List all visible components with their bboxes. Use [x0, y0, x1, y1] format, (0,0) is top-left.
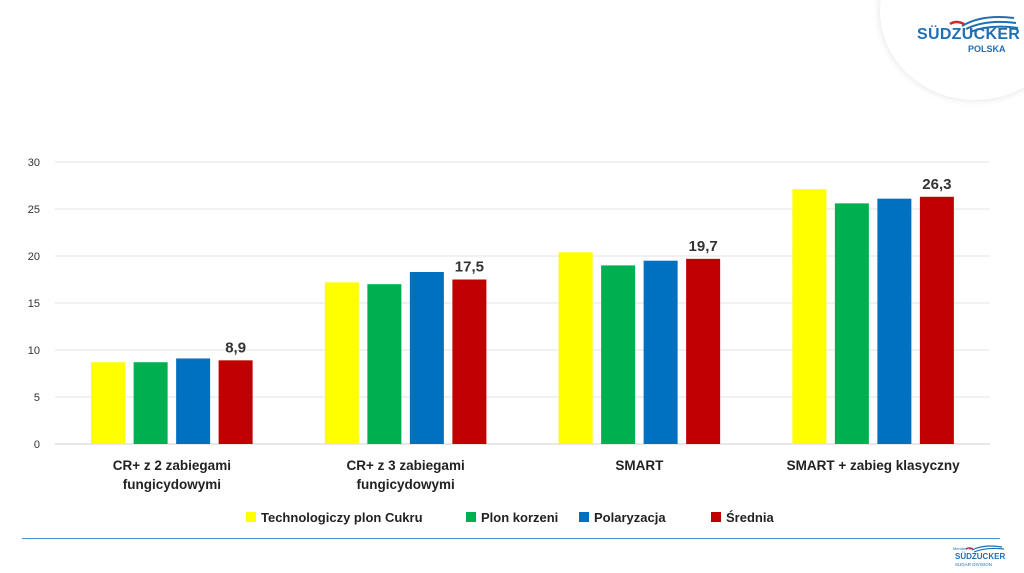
footer-member-text: Member of: [953, 546, 973, 551]
logo-wordmark: SÜDZUCKER: [917, 26, 1021, 43]
y-tick-label: 20: [28, 251, 40, 263]
x-category-label: fungicydowymi: [123, 477, 221, 492]
bar: [91, 362, 126, 444]
bar: [367, 284, 402, 444]
footer-logo-wordmark: SÜDZUCKER: [955, 552, 1006, 561]
bar: [919, 196, 954, 444]
data-label: 17,5: [455, 259, 484, 276]
legend-swatch: [466, 512, 476, 522]
x-category-label: fungicydowymi: [356, 477, 454, 492]
x-category-label: SMART + zabieg klasyczny: [787, 458, 960, 473]
x-category-label: SMART: [615, 458, 664, 473]
y-tick-label: 30: [28, 157, 40, 169]
legend-swatch: [579, 512, 589, 522]
bar: [324, 282, 359, 444]
bar: [133, 362, 168, 444]
footer-swoosh-icon: [965, 545, 1005, 553]
legend-label: Polaryzacja: [594, 510, 666, 525]
bar: [452, 279, 487, 444]
legend-label: Plon korzeni: [481, 510, 558, 525]
legend-label: Średnia: [726, 510, 774, 525]
bar: [558, 252, 593, 444]
bar: [792, 189, 827, 444]
bar: [176, 358, 211, 444]
bar: [409, 271, 444, 444]
x-category-label: CR+ z 3 zabiegami: [347, 458, 465, 473]
bar: [877, 198, 912, 444]
bar: [686, 258, 721, 444]
legend-label: Technologiczy plon Cukru: [261, 510, 423, 525]
bar: [601, 265, 636, 444]
footer-divider: [22, 538, 1000, 539]
logo-subtitle: POLSKA: [968, 44, 1006, 54]
y-tick-label: 0: [34, 439, 40, 451]
bar: [218, 360, 253, 444]
y-tick-label: 5: [34, 392, 40, 404]
footer-division-text: SUGAR DIVISION: [955, 562, 993, 567]
data-label: 8,9: [225, 339, 246, 356]
legend-swatch: [711, 512, 721, 522]
bar: [643, 260, 678, 444]
y-tick-label: 25: [28, 204, 40, 216]
y-tick-label: 10: [28, 345, 40, 357]
swoosh-logo-icon: [949, 16, 1019, 33]
data-label: 19,7: [689, 238, 718, 255]
legend-swatch: [246, 512, 256, 522]
y-tick-label: 15: [28, 298, 40, 310]
x-category-label: CR+ z 2 zabiegami: [113, 458, 231, 473]
data-label: 26,3: [922, 176, 951, 193]
bar: [834, 203, 869, 444]
